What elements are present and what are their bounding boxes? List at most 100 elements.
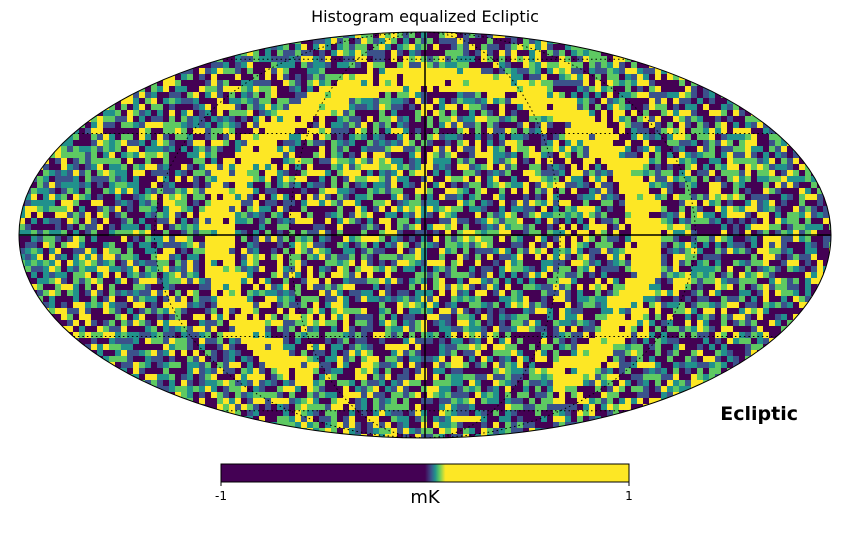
map-pixel bbox=[481, 140, 487, 146]
map-pixel bbox=[343, 32, 349, 38]
map-pixel bbox=[433, 278, 439, 284]
map-pixel bbox=[595, 290, 601, 296]
map-pixel bbox=[109, 146, 115, 152]
map-pixel bbox=[529, 248, 535, 254]
map-pixel bbox=[283, 212, 289, 218]
map-pixel bbox=[373, 158, 379, 164]
map-pixel bbox=[685, 182, 691, 188]
map-pixel bbox=[145, 212, 151, 218]
arc-pixel bbox=[643, 242, 649, 248]
map-pixel bbox=[505, 44, 511, 50]
map-pixel bbox=[205, 74, 211, 80]
map-pixel bbox=[79, 158, 85, 164]
map-pixel bbox=[247, 182, 253, 188]
map-pixel bbox=[349, 50, 355, 56]
map-pixel bbox=[97, 194, 103, 200]
map-pixel bbox=[481, 158, 487, 164]
map-pixel bbox=[703, 188, 709, 194]
map-pixel bbox=[601, 200, 607, 206]
arc-pixel bbox=[475, 68, 481, 74]
map-pixel bbox=[541, 116, 547, 122]
map-pixel bbox=[769, 284, 775, 290]
map-pixel bbox=[739, 236, 745, 242]
map-pixel bbox=[493, 110, 499, 116]
map-pixel bbox=[775, 242, 781, 248]
map-pixel bbox=[607, 74, 613, 80]
arc-pixel bbox=[217, 260, 223, 266]
map-pixel bbox=[469, 128, 475, 134]
map-pixel bbox=[547, 140, 553, 146]
map-pixel bbox=[181, 182, 187, 188]
map-pixel bbox=[667, 212, 673, 218]
map-pixel bbox=[223, 140, 229, 146]
map-pixel bbox=[661, 266, 667, 272]
map-pixel bbox=[415, 230, 421, 236]
map-pixel bbox=[79, 290, 85, 296]
map-pixel bbox=[571, 158, 577, 164]
map-pixel bbox=[67, 140, 73, 146]
map-pixel bbox=[595, 158, 601, 164]
map-pixel bbox=[193, 188, 199, 194]
map-pixel bbox=[103, 182, 109, 188]
map-pixel bbox=[745, 122, 751, 128]
map-pixel bbox=[97, 152, 103, 158]
map-pixel bbox=[289, 74, 295, 80]
map-pixel bbox=[409, 284, 415, 290]
map-pixel bbox=[679, 128, 685, 134]
map-pixel bbox=[589, 236, 595, 242]
map-pixel bbox=[505, 278, 511, 284]
map-pixel bbox=[307, 158, 313, 164]
map-pixel bbox=[139, 206, 145, 212]
map-pixel bbox=[361, 266, 367, 272]
map-pixel bbox=[61, 176, 67, 182]
map-pixel bbox=[625, 140, 631, 146]
arc-pixel bbox=[529, 98, 535, 104]
map-pixel bbox=[403, 134, 409, 140]
map-pixel bbox=[373, 122, 379, 128]
map-pixel bbox=[289, 212, 295, 218]
map-pixel bbox=[355, 260, 361, 266]
map-pixel bbox=[469, 206, 475, 212]
map-pixel bbox=[547, 122, 553, 128]
arc-pixel bbox=[367, 74, 373, 80]
map-pixel bbox=[631, 122, 637, 128]
map-pixel bbox=[805, 188, 811, 194]
map-pixel bbox=[451, 242, 457, 248]
map-pixel bbox=[589, 50, 595, 56]
map-pixel bbox=[703, 152, 709, 158]
map-pixel bbox=[787, 284, 793, 290]
arc-pixel bbox=[553, 110, 559, 116]
map-pixel bbox=[691, 86, 697, 92]
map-pixel bbox=[157, 266, 163, 272]
map-pixel bbox=[91, 206, 97, 212]
map-pixel bbox=[175, 218, 181, 224]
map-pixel bbox=[721, 272, 727, 278]
map-pixel bbox=[85, 164, 91, 170]
map-pixel bbox=[769, 158, 775, 164]
map-pixel bbox=[505, 68, 511, 74]
arc-pixel bbox=[277, 128, 283, 134]
map-pixel bbox=[811, 176, 817, 182]
arc-pixel bbox=[553, 116, 559, 122]
map-pixel bbox=[709, 206, 715, 212]
map-pixel bbox=[673, 254, 679, 260]
map-pixel bbox=[565, 182, 571, 188]
map-pixel bbox=[523, 134, 529, 140]
map-pixel bbox=[595, 56, 601, 62]
map-pixel bbox=[139, 248, 145, 254]
map-pixel bbox=[85, 146, 91, 152]
map-pixel bbox=[475, 44, 481, 50]
map-pixel bbox=[379, 56, 385, 62]
map-pixel bbox=[91, 230, 97, 236]
arc-pixel bbox=[271, 128, 277, 134]
map-pixel bbox=[37, 224, 43, 230]
map-pixel bbox=[391, 146, 397, 152]
arc-pixel bbox=[229, 188, 235, 194]
map-pixel bbox=[601, 242, 607, 248]
map-pixel bbox=[337, 128, 343, 134]
map-pixel bbox=[307, 254, 313, 260]
map-pixel bbox=[271, 80, 277, 86]
arc-pixel bbox=[223, 254, 229, 260]
map-pixel bbox=[319, 278, 325, 284]
